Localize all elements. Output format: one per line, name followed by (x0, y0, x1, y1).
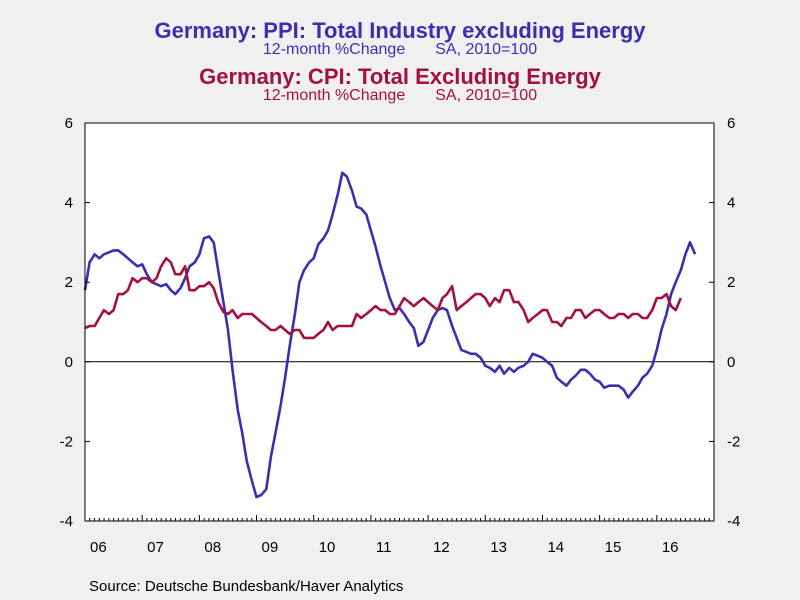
cpi-subtitle: 12-month %Change SA, 2010=100 (0, 87, 800, 105)
y-tick-label-left: -2 (60, 433, 73, 450)
x-tick-label: 15 (605, 539, 622, 556)
source-note: Source: Deutsche Bundesbank/Haver Analyt… (89, 578, 404, 595)
ppi-subtitle: 12-month %Change SA, 2010=100 (0, 41, 800, 59)
ppi-title: Germany: PPI: Total Industry excluding E… (154, 18, 646, 43)
x-tick-label: 12 (433, 539, 450, 556)
x-tick-label: 11 (376, 539, 392, 556)
x-tick-label: 13 (490, 539, 507, 556)
cpi-subtitle-left: 12-month %Change (262, 87, 406, 104)
x-tick-label: 06 (90, 539, 107, 556)
y-tick-label-left: 0 (65, 354, 73, 371)
x-tick-label: 09 (262, 539, 279, 556)
cpi-title: Germany: CPI: Total Excluding Energy (199, 64, 601, 89)
y-tick-label-left: 4 (65, 195, 73, 212)
y-tick-label-right: 2 (727, 274, 735, 291)
ppi-subtitle-right: SA, 2010=100 (435, 41, 538, 58)
x-tick-label: 07 (147, 539, 164, 556)
plot-area (85, 123, 714, 521)
y-tick-label-right: 6 (727, 115, 735, 132)
y-tick-label-left: -4 (60, 513, 73, 530)
y-tick-label-left: 6 (65, 115, 73, 132)
y-tick-label-right: -2 (727, 433, 740, 450)
ppi-subtitle-left: 12-month %Change (262, 41, 406, 58)
y-tick-label-left: 2 (65, 274, 73, 291)
cpi-subtitle-right: SA, 2010=100 (435, 87, 538, 104)
y-tick-label-right: -4 (727, 513, 740, 530)
x-tick-label: 16 (662, 539, 679, 556)
y-tick-label-right: 4 (727, 195, 735, 212)
x-tick-label: 14 (547, 539, 564, 556)
series-line-1 (84, 257, 682, 340)
x-tick-label: 08 (204, 539, 221, 556)
x-tick-label: 10 (319, 539, 336, 556)
y-tick-label-right: 0 (727, 354, 735, 371)
